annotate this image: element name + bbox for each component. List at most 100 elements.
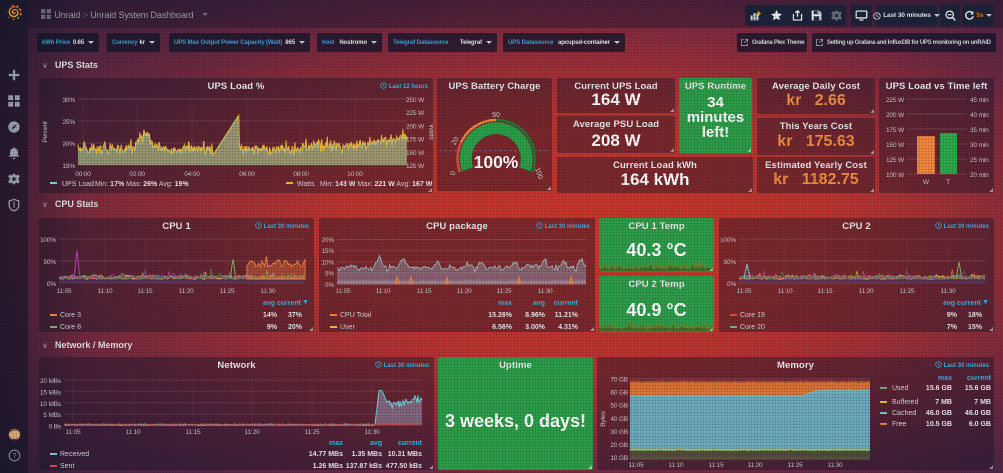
svg-text:9%: 9% [947,312,958,319]
svg-text:14%: 14% [263,312,278,319]
svg-text:30%: 30% [62,97,75,104]
svg-text:Min: 17% Max: 26% Avg: 19%: Min: 17% Max: 26% Avg: 19% [95,181,189,188]
svg-text:5 MBs: 5 MBs [43,412,62,419]
svg-text:Buffered: Buffered [892,399,918,406]
svg-text:current: current [554,300,579,307]
svg-text:current: current [398,440,423,447]
svg-text:1.26 MBs: 1.26 MBs [313,463,343,470]
svg-text:15.6 GB: 15.6 GB [926,385,952,392]
svg-text:11:20: 11:20 [456,288,472,295]
svg-text:8.96%: 8.96% [525,312,546,319]
svg-text:10.31 MBs: 10.31 MBs [388,451,422,458]
svg-text:10%: 10% [321,259,334,266]
svg-text:▼: ▼ [982,299,989,306]
svg-text:125 W: 125 W [886,157,905,164]
svg-text:11:30: 11:30 [537,288,553,295]
svg-text:0: 0 [450,170,458,176]
svg-text:avg: avg [943,300,955,307]
svg-text:100%: 100% [474,152,519,172]
svg-text:50: 50 [492,112,500,119]
svg-text:00:00: 00:00 [75,171,91,178]
svg-text:11:25: 11:25 [496,288,512,295]
svg-text:Watts: Watts [428,124,434,141]
svg-text:60 GB: 60 GB [610,390,628,397]
svg-text:11:20: 11:20 [747,462,763,469]
svg-text:3.00%: 3.00% [525,324,546,331]
svg-text:11:25: 11:25 [304,429,320,436]
svg-text:37%: 37% [288,312,303,319]
svg-text:25 min: 25 min [970,157,989,164]
svg-text:10 GB: 10 GB [610,455,628,462]
svg-text:20 MBs: 20 MBs [40,378,62,385]
svg-text:11:10: 11:10 [777,288,793,295]
svg-text:477.50 kBs: 477.50 kBs [386,463,422,470]
svg-text:46.0 GB: 46.0 GB [965,410,991,417]
svg-text:15 MBs: 15 MBs [40,389,62,396]
svg-text:Core 8: Core 8 [60,324,81,331]
svg-text:11:05: 11:05 [736,288,752,295]
svg-text:max: max [498,300,512,307]
svg-text:35 min: 35 min [970,127,989,134]
svg-text:08:00: 08:00 [293,171,309,178]
svg-text:15.26%: 15.26% [488,312,513,319]
svg-text:15.6 GB: 15.6 GB [965,385,991,392]
svg-text:0%: 0% [47,281,56,288]
svg-text:100 W: 100 W [886,172,905,179]
svg-text:avg: avg [370,440,382,447]
svg-text:1.35 MBs: 1.35 MBs [352,451,382,458]
svg-text:5%: 5% [325,271,334,278]
svg-text:Used: Used [892,385,908,392]
svg-text:Free: Free [892,421,907,428]
svg-text:Core 3: Core 3 [60,312,81,319]
svg-text:Min: 143 W Max: 221 W Avg: 167: Min: 143 W Max: 221 W Avg: 167 W [320,181,433,188]
svg-text:04:00: 04:00 [184,171,200,178]
svg-text:46.0 GB: 46.0 GB [926,410,952,417]
svg-text:current: current [967,375,992,382]
svg-text:11:30: 11:30 [940,288,956,295]
svg-text:20 GB: 20 GB [610,442,628,449]
svg-text:Bytes: Bytes [600,410,607,426]
svg-text:7%: 7% [947,324,958,331]
svg-text:11:15: 11:15 [817,288,833,295]
svg-text:50%: 50% [723,259,736,266]
svg-text:11:10: 11:10 [375,288,391,295]
svg-text:150 W: 150 W [406,150,425,157]
svg-text:30 min: 30 min [970,142,989,149]
svg-text:25%: 25% [62,119,75,126]
svg-text:10.5 GB: 10.5 GB [926,421,952,428]
svg-text:11:30: 11:30 [827,462,843,469]
svg-text:CPU Total: CPU Total [340,312,372,319]
svg-text:250 W: 250 W [406,97,425,104]
svg-text:9%: 9% [267,324,278,331]
svg-text:14.77 MBs: 14.77 MBs [309,451,343,458]
svg-text:200 W: 200 W [886,112,905,119]
svg-text:225 W: 225 W [406,110,425,117]
svg-text:4.31%: 4.31% [558,324,579,331]
svg-text:11:10: 11:10 [125,429,141,436]
svg-text:15%: 15% [62,163,75,170]
svg-text:11:05: 11:05 [335,288,351,295]
svg-text:avg: avg [533,300,545,307]
svg-text:11:15: 11:15 [708,462,724,469]
svg-text:current: current [957,300,982,307]
svg-text:Cached: Cached [892,410,916,417]
svg-text:11:05: 11:05 [56,288,72,295]
svg-text:225 W: 225 W [886,97,905,104]
svg-text:6.56%: 6.56% [492,324,513,331]
svg-text:11:25: 11:25 [899,288,915,295]
svg-text:11:10: 11:10 [668,462,684,469]
svg-text:11:05: 11:05 [65,429,81,436]
svg-text:20%: 20% [321,237,334,244]
svg-text:avg: avg [263,300,275,307]
svg-text:▼: ▼ [302,299,309,306]
svg-text:11:30: 11:30 [364,429,380,436]
svg-text:11:20: 11:20 [858,288,874,295]
svg-text:11:20: 11:20 [178,288,194,295]
svg-text:max: max [938,375,952,382]
svg-text:0%: 0% [325,282,334,289]
svg-text:40 GB: 40 GB [610,416,628,423]
svg-text:175 W: 175 W [886,127,905,134]
svg-text:11:30: 11:30 [260,288,276,295]
svg-text:11.21%: 11.21% [555,312,579,319]
svg-text:Sent: Sent [60,463,74,470]
